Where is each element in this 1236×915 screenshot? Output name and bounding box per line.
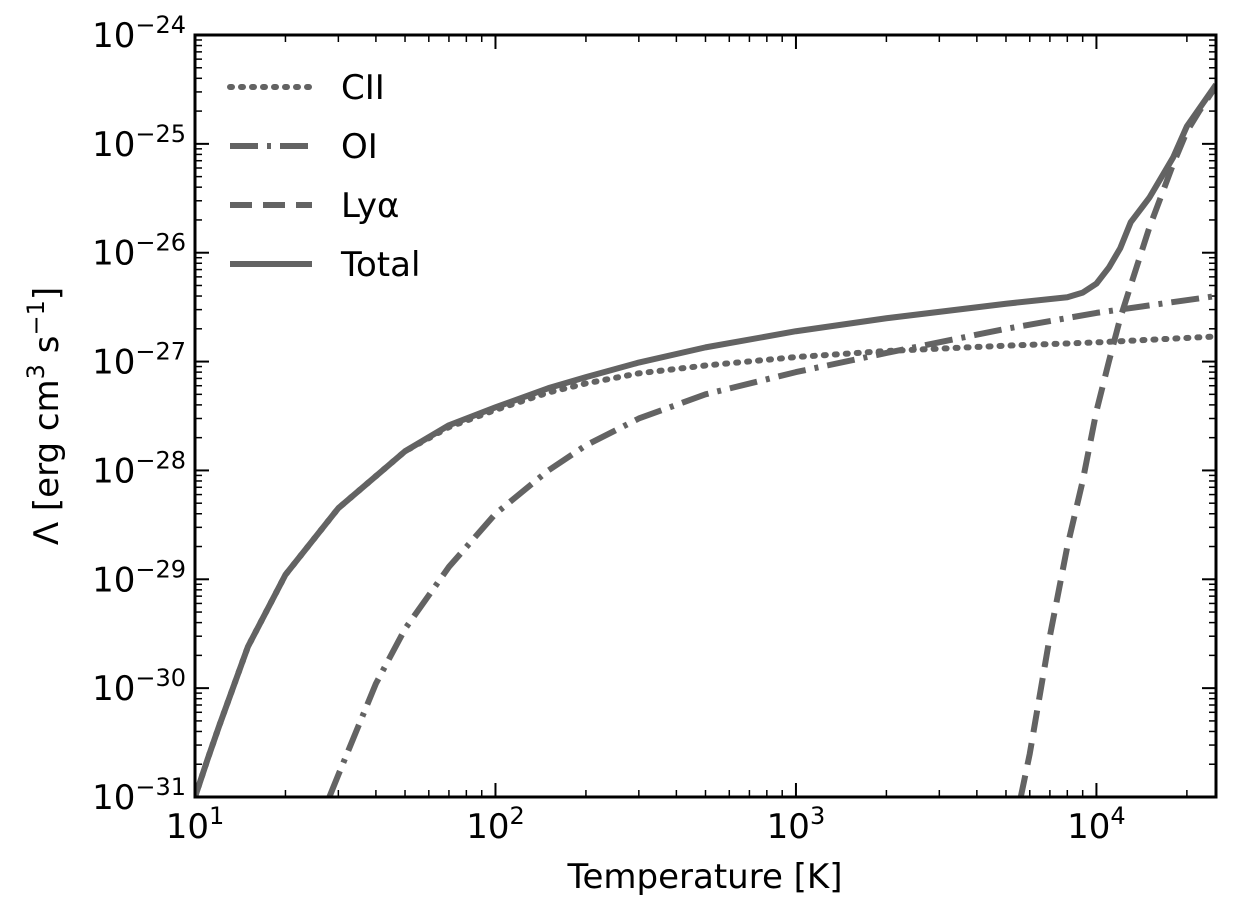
- series-line-ly: [1017, 84, 1216, 797]
- y-tick-label: 10−29: [92, 555, 186, 600]
- y-tick-label-base: 10: [92, 669, 135, 709]
- y-axis-label-mid: s: [27, 336, 67, 365]
- y-tick-label-exponent: −31: [135, 773, 186, 801]
- y-tick-label: 10−26: [92, 229, 186, 274]
- y-axis-label-end: ]: [27, 287, 67, 300]
- x-tick-label: 104: [1067, 802, 1126, 847]
- y-tick-label: 10−30: [92, 664, 186, 709]
- y-tick-label-base: 10: [92, 451, 135, 491]
- y-tick-label-exponent: −26: [135, 229, 186, 257]
- y-tick-label-base: 10: [92, 125, 135, 165]
- y-tick-label-base: 10: [92, 234, 135, 274]
- legend: CII OI Lyα Total: [227, 68, 420, 285]
- x-axis-label: Temperature [K]: [566, 857, 842, 897]
- y-tick-label-base: 10: [92, 778, 135, 818]
- y-tick-label-base: 10: [92, 560, 135, 600]
- x-tick-label: 103: [767, 802, 826, 847]
- x-tick-label-exponent: 4: [1110, 802, 1125, 830]
- y-tick-label-exponent: −30: [135, 664, 186, 692]
- legend-label: Lyα: [341, 186, 399, 226]
- series-line-cii: [195, 333, 1216, 797]
- legend-label: Total: [340, 245, 420, 285]
- legend-label: OI: [341, 127, 378, 167]
- x-tick-label-exponent: 2: [509, 802, 524, 830]
- y-axis-label-sup-2: −1: [22, 300, 50, 335]
- x-tick-label-base: 10: [1067, 807, 1110, 847]
- x-tick-label-base: 10: [166, 807, 209, 847]
- y-axis-label: Λ [erg cm3 s−1]: [22, 287, 67, 545]
- y-tick-label-exponent: −25: [135, 120, 186, 148]
- y-tick-label: 10−25: [92, 120, 186, 165]
- y-tick-label-exponent: −24: [135, 11, 186, 39]
- y-tick-label-exponent: −27: [135, 338, 186, 366]
- y-axis-label-sup-1: 3: [22, 364, 50, 379]
- y-tick-label-exponent: −29: [135, 555, 186, 583]
- x-tick-label: 102: [466, 802, 525, 847]
- y-tick-label-exponent: −28: [135, 446, 186, 474]
- y-tick-label: 10−27: [92, 338, 186, 383]
- x-tick-label-exponent: 1: [209, 802, 224, 830]
- x-tick-label: 101: [166, 802, 225, 847]
- y-tick-label-base: 10: [92, 16, 135, 56]
- y-tick-label: 10−24: [92, 11, 186, 56]
- plot-frame: [193, 33, 1218, 799]
- x-tick-label-base: 10: [767, 807, 810, 847]
- y-tick-label-base: 10: [92, 343, 135, 383]
- series-line-oi: [326, 293, 1216, 797]
- y-tick-label: 10−28: [92, 446, 186, 491]
- y-tick-label: 10−31: [92, 773, 186, 818]
- x-tick-label-base: 10: [466, 807, 509, 847]
- x-tick-labels: 101 102 103 104: [166, 802, 1126, 847]
- y-axis-label-main: Λ [erg cm: [27, 379, 67, 545]
- legend-label: CII: [341, 68, 385, 108]
- x-tick-label-exponent: 3: [810, 802, 825, 830]
- series-layer: [195, 82, 1216, 797]
